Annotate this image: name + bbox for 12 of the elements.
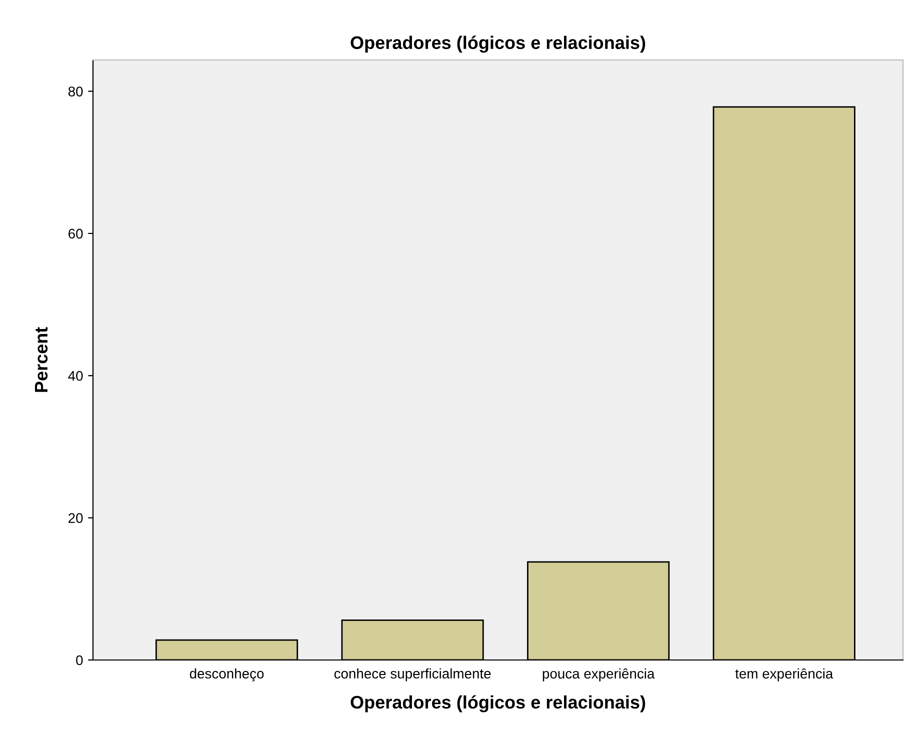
y-axis-title: Percent <box>34 327 48 392</box>
x-tick-label: tem experiência <box>735 668 834 682</box>
y-tick-label: 80 <box>68 86 83 96</box>
y-tick-label: 0 <box>76 655 83 666</box>
x-tick-label: pouca experiência <box>542 668 655 682</box>
chart-title: Operadores (lógicos e relacionais) <box>350 36 646 53</box>
x-tick-label: conhece superficialmente <box>334 668 491 682</box>
x-tick-label: desconheço <box>190 668 264 682</box>
y-tick-label: 20 <box>68 513 83 523</box>
x-axis-title: Operadores (lógicos e relacionais) <box>350 695 646 712</box>
y-tick-label: 40 <box>68 370 83 381</box>
y-tick-label: 60 <box>68 228 83 239</box>
